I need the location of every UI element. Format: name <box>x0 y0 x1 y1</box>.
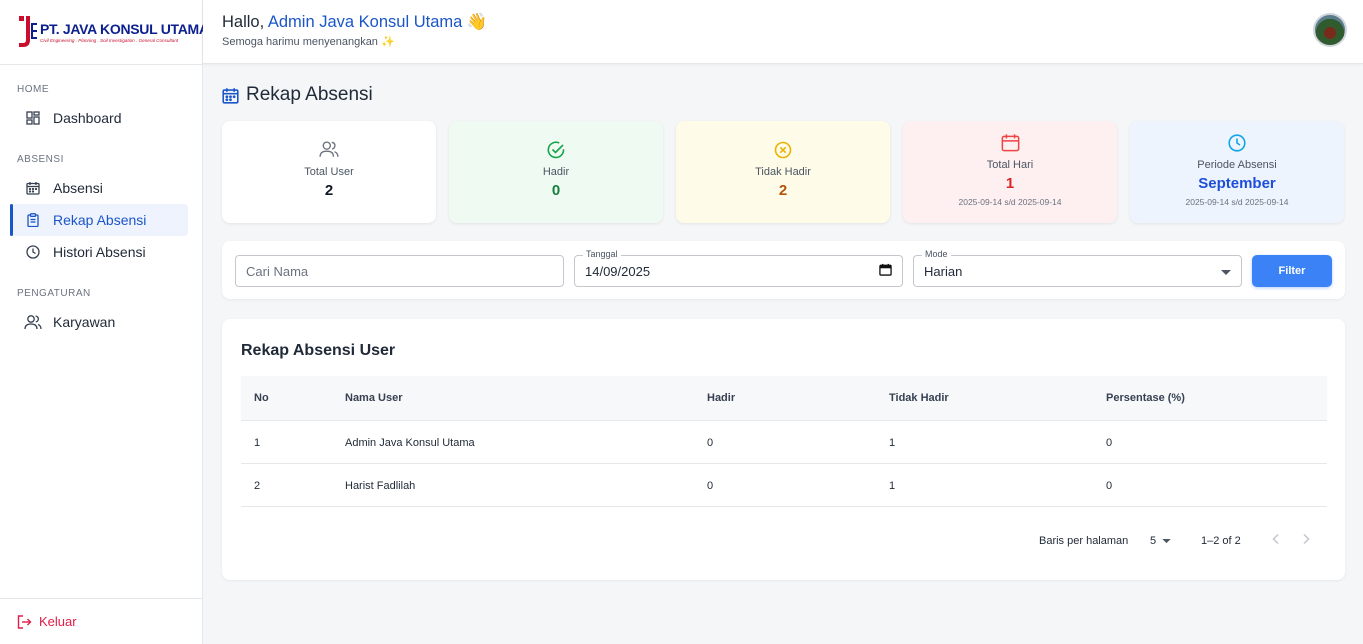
mode-select[interactable]: Mode Harian <box>913 249 1242 287</box>
column-header-tidak-hadir[interactable]: Tidak Hadir <box>889 392 949 404</box>
clock-icon <box>24 243 42 261</box>
calendar-icon <box>1001 133 1020 155</box>
brand-logo[interactable]: PT. JAVA KONSUL UTAMA Civil Engineering … <box>0 0 209 65</box>
stat-value: 2 <box>778 182 788 199</box>
stat-card-hadir: Hadir 0 <box>449 121 663 223</box>
calendar-icon <box>24 179 42 197</box>
brand-mark-icon <box>16 14 38 50</box>
calendar-picker-icon[interactable] <box>879 263 892 279</box>
stat-value: September <box>1198 175 1276 192</box>
sidebar-item-karyawan[interactable]: Karyawan <box>12 306 188 338</box>
cell-no: 1 <box>254 437 261 449</box>
column-header-hadir[interactable]: Hadir <box>707 392 736 404</box>
stat-value: 2 <box>324 182 334 199</box>
avatar[interactable] <box>1313 13 1347 47</box>
sidebar-item-label: Dashboard <box>53 110 122 126</box>
sidebar-item-rekap-absensi[interactable]: Rekap Absensi <box>10 204 188 236</box>
sidebar-item-dashboard[interactable]: Dashboard <box>12 102 188 134</box>
stat-card-tidak-hadir: Tidak Hadir 2 <box>676 121 890 223</box>
clock-icon <box>1227 133 1247 155</box>
attendance-table-card: Rekap Absensi User No Nama User Hadir Ti… <box>222 319 1345 580</box>
cell-tidak-hadir: 1 <box>889 480 896 492</box>
table-header: No Nama User Hadir Tidak Hadir Persentas… <box>241 376 1327 421</box>
nav-section-pengaturan: PENGATURAN <box>17 288 91 299</box>
stat-value: 1 <box>1005 175 1015 192</box>
logout-button[interactable]: Keluar <box>0 598 202 644</box>
mode-value: Harian <box>924 263 963 279</box>
stat-card-total-hari: Total Hari 1 2025-09-14 s/d 2025-09-14 <box>903 121 1117 223</box>
stat-range: 2025-09-14 s/d 2025-09-14 <box>958 197 1062 207</box>
column-header-no[interactable]: No <box>254 392 269 404</box>
brand-subtitle: Civil Engineering . Planning . Soil Inve… <box>40 38 179 43</box>
cell-hadir: 0 <box>707 437 714 449</box>
logout-label: Keluar <box>39 614 77 629</box>
date-label: Tanggal <box>583 249 621 259</box>
column-header-persentase[interactable]: Persentase (%) <box>1106 392 1185 404</box>
rows-per-page-select[interactable]: 5 <box>1150 535 1171 547</box>
column-header-nama-user[interactable]: Nama User <box>345 392 403 404</box>
table-row[interactable]: 2 Harist Fadlilah 0 1 0 <box>241 464 1327 507</box>
stat-card-periode-absensi: Periode Absensi September 2025-09-14 s/d… <box>1130 121 1344 223</box>
rows-per-page-value: 5 <box>1150 535 1157 547</box>
previous-page-button[interactable] <box>1271 533 1281 548</box>
filter-button[interactable]: Filter <box>1252 255 1332 287</box>
stat-value: 0 <box>551 182 561 199</box>
logout-icon <box>17 614 32 629</box>
calendar-icon <box>222 87 239 104</box>
brand-title: PT. JAVA KONSUL UTAMA <box>40 21 209 37</box>
table-row[interactable]: 1 Admin Java Konsul Utama 0 1 0 <box>241 421 1327 464</box>
stat-label: Hadir <box>542 166 570 178</box>
date-field[interactable]: Tanggal 14/09/2025 <box>574 249 903 287</box>
chevron-down-icon <box>1162 535 1171 547</box>
sidebar-item-label: Karyawan <box>53 314 116 330</box>
sidebar-item-label: Rekap Absensi <box>53 212 147 228</box>
stat-range: 2025-09-14 s/d 2025-09-14 <box>1185 197 1289 207</box>
sidebar-item-label: Histori Absensi <box>53 244 146 260</box>
stat-card-total-user: Total User 2 <box>222 121 436 223</box>
search-field[interactable] <box>235 255 564 287</box>
users-icon <box>24 313 42 331</box>
sidebar-item-histori-absensi[interactable]: Histori Absensi <box>12 236 188 268</box>
pagination-range: 1–2 of 2 <box>1201 535 1241 547</box>
x-circle-icon <box>773 140 793 162</box>
date-value: 14/09/2025 <box>585 263 651 279</box>
cell-hadir: 0 <box>707 480 714 492</box>
nav-section-absensi: ABSENSI <box>17 154 64 165</box>
cell-persentase: 0 <box>1106 437 1113 449</box>
cell-tidak-hadir: 1 <box>889 437 896 449</box>
sidebar: PT. JAVA KONSUL UTAMA Civil Engineering … <box>0 0 209 644</box>
greeting: Hallo, Admin Java Konsul Utama 👋 <box>222 13 487 32</box>
check-circle-icon <box>546 140 566 162</box>
cell-no: 2 <box>254 480 261 492</box>
greeting-subtitle: Semoga harimu menyenangkan ✨ <box>222 36 395 48</box>
stat-label: Periode Absensi <box>1197 159 1277 171</box>
next-page-button[interactable] <box>1301 533 1311 548</box>
stat-label: Total Hari <box>986 159 1034 171</box>
wave-icon: 👋 <box>466 13 488 31</box>
chevron-down-icon <box>1221 264 1231 279</box>
top-header: Hallo, Admin Java Konsul Utama 👋 Semoga … <box>203 0 1363 64</box>
search-input[interactable] <box>246 263 563 279</box>
table-title: Rekap Absensi User <box>241 342 396 359</box>
sidebar-item-label: Absensi <box>53 180 103 196</box>
page-title-text: Rekap Absensi <box>246 84 373 105</box>
mode-label: Mode <box>922 249 951 259</box>
page-title: Rekap Absensi <box>222 84 373 106</box>
rows-per-page-label: Baris per halaman <box>1039 535 1129 547</box>
cell-nama-user: Admin Java Konsul Utama <box>345 437 475 449</box>
dashboard-icon <box>24 109 42 127</box>
sidebar-item-absensi[interactable]: Absensi <box>12 172 188 204</box>
greeting-hello: Hallo, <box>222 13 265 31</box>
filter-bar: Tanggal 14/09/2025 Mode Harian Filter <box>222 241 1345 299</box>
clipboard-icon <box>24 211 42 229</box>
cell-nama-user: Harist Fadlilah <box>345 480 416 492</box>
greeting-user-name: Admin Java Konsul Utama <box>267 13 463 31</box>
users-icon <box>319 140 339 162</box>
cell-persentase: 0 <box>1106 480 1113 492</box>
nav-section-home: HOME <box>17 84 49 95</box>
stat-label: Total User <box>304 166 354 178</box>
stat-label: Tidak Hadir <box>755 166 811 178</box>
